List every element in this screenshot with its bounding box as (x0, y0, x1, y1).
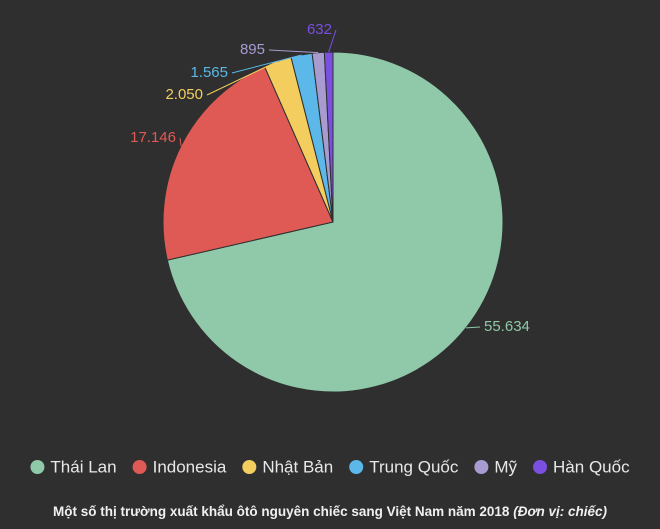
legend-label: Nhật Bản (262, 457, 333, 476)
caption-unit: (Đơn vị: chiếc) (513, 504, 607, 519)
legend-item: Nhật Bản (242, 457, 333, 476)
legend-item: Indonesia (132, 457, 227, 476)
legend-label: Trung Quốc (369, 457, 459, 476)
data-label: 17.146 (130, 129, 176, 146)
leader-line (206, 60, 278, 96)
legend-label: Thái Lan (50, 457, 116, 476)
legend-marker (474, 460, 489, 474)
leader-line (179, 137, 182, 146)
legend-item: Trung Quốc (349, 457, 459, 476)
leader-line (465, 326, 481, 329)
legend-marker (533, 460, 548, 474)
legend-label: Mỹ (494, 457, 517, 476)
legend-marker (242, 460, 257, 474)
legend-marker (349, 460, 364, 474)
legend-label: Hàn Quốc (553, 457, 630, 476)
legend-marker (30, 460, 45, 474)
pie: 55.634 17.146 2.050 1.565 895 632 (130, 21, 530, 393)
data-label: 632 (307, 21, 332, 38)
leader-line (268, 49, 319, 54)
data-label: 1.565 (190, 64, 228, 81)
legend: Thái Lan Indonesia Nhật Bản Trung Quốc Mỹ Hàn… (30, 457, 630, 476)
legend-item: Hàn Quốc (533, 457, 630, 476)
pie-slice (166, 51, 504, 393)
pie-slice (323, 51, 334, 223)
leader-line (328, 29, 337, 53)
caption: Một số thị trường xuất khẩu ôtô nguyên c… (53, 504, 608, 519)
legend-item: Thái Lan (30, 457, 117, 476)
legend-label: Indonesia (153, 457, 227, 476)
legend-marker (132, 460, 147, 474)
data-label: 2.050 (165, 86, 203, 103)
caption-text: Một số thị trường xuất khẩu ôtô nguyên c… (53, 504, 510, 519)
data-label: 55.634 (484, 318, 530, 335)
legend-item: Mỹ (474, 457, 518, 476)
data-label: 895 (240, 41, 265, 58)
leader-line (231, 54, 302, 74)
